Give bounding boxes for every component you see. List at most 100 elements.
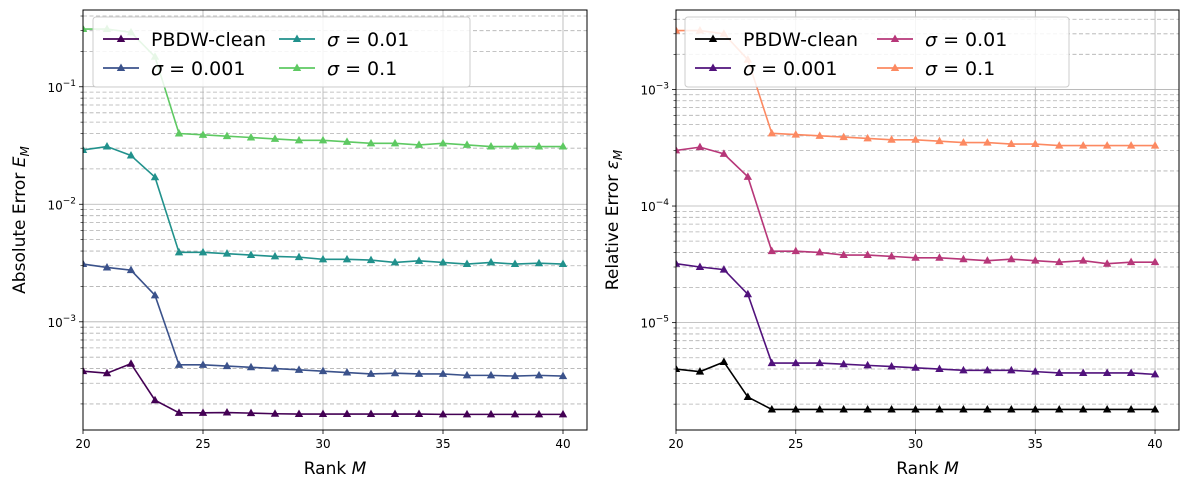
data-point <box>767 128 777 137</box>
y-axis-label: Relative Error εM <box>603 149 625 290</box>
data-point <box>102 262 112 271</box>
series-1 <box>83 259 568 380</box>
data-point <box>887 135 896 143</box>
data-point <box>174 129 184 137</box>
data-point <box>767 404 777 413</box>
data-point <box>676 145 681 154</box>
data-point <box>318 366 328 375</box>
legend-swatch-marker <box>116 34 126 42</box>
data-point <box>815 404 824 413</box>
data-point <box>1055 404 1064 413</box>
legend-label: σ = 0.001 <box>151 58 245 80</box>
data-point <box>318 254 328 263</box>
data-point <box>102 368 112 377</box>
data-point <box>366 369 376 377</box>
data-point <box>294 135 304 144</box>
data-point <box>534 370 544 379</box>
series-2 <box>83 142 568 268</box>
data-point <box>414 369 424 377</box>
data-point <box>863 360 872 369</box>
data-point <box>342 409 352 418</box>
data-point <box>246 362 256 371</box>
data-point <box>294 252 304 261</box>
data-point <box>390 138 400 147</box>
x-tick-label: 35 <box>1028 437 1043 451</box>
series-0 <box>83 359 568 418</box>
data-point <box>83 145 88 153</box>
data-point <box>486 409 496 418</box>
data-point <box>839 250 848 259</box>
data-point <box>1031 404 1040 413</box>
x-axis-label: Rank M <box>896 459 959 479</box>
legend-swatch-marker <box>292 63 302 71</box>
legend: PBDW-clean σ = 0.001 σ = 0.01 σ = 0.1 <box>684 16 1070 88</box>
data-point <box>1078 368 1088 376</box>
legend-item: PBDW-clean <box>695 29 858 51</box>
legend-item: σ = 0.1 <box>279 58 397 80</box>
data-point <box>438 369 448 377</box>
data-point <box>935 253 944 261</box>
data-point <box>791 246 800 255</box>
legend-box <box>92 16 471 88</box>
data-point <box>342 368 352 376</box>
data-point <box>390 409 400 418</box>
data-point <box>222 131 232 140</box>
data-point <box>791 404 800 413</box>
data-point <box>222 361 232 370</box>
data-point <box>486 142 496 150</box>
data-point <box>270 251 280 260</box>
data-point <box>695 262 705 271</box>
data-point <box>126 151 136 159</box>
x-tick-label: 20 <box>668 437 683 451</box>
data-point <box>676 259 681 267</box>
data-point <box>983 138 992 146</box>
data-point <box>1150 404 1160 413</box>
data-point <box>270 364 280 372</box>
data-point <box>887 251 896 260</box>
x-tick-label: 30 <box>908 437 923 451</box>
data-point <box>791 130 800 138</box>
data-point <box>102 142 112 150</box>
data-point <box>558 259 568 268</box>
data-point <box>510 259 520 268</box>
data-point <box>83 259 88 268</box>
series-0 <box>676 357 1160 413</box>
data-point <box>83 24 88 33</box>
data-point <box>462 259 472 268</box>
data-point <box>486 257 496 266</box>
legend-item: σ = 0.01 <box>877 29 1007 51</box>
data-point <box>743 289 753 298</box>
data-point <box>719 265 729 273</box>
x-tick-label: 25 <box>788 437 803 451</box>
y-tick-label: 10−4 <box>640 198 669 214</box>
axes-frame <box>675 9 1180 431</box>
legend-swatch-marker <box>116 63 126 71</box>
data-point <box>510 409 520 418</box>
data-point <box>743 172 753 180</box>
data-point <box>1102 259 1112 267</box>
data-point <box>414 256 424 264</box>
data-point <box>486 370 496 379</box>
relative-error-chart: 20 25 30 35 40 10−5 10−4 10−3 Rank M Relative Err… <box>603 9 1180 479</box>
data-point <box>1150 141 1160 149</box>
data-point <box>1126 404 1136 413</box>
y-tick-label: 10−3 <box>640 81 669 97</box>
data-point <box>1126 257 1136 266</box>
data-point <box>911 253 920 261</box>
data-point <box>438 257 448 266</box>
data-point <box>462 140 472 148</box>
legend-label: σ = 0.1 <box>925 58 995 80</box>
data-point <box>719 357 729 365</box>
y-tick-label: 10−5 <box>640 315 669 331</box>
data-point <box>1031 256 1040 264</box>
grid <box>675 10 1179 430</box>
data-point <box>366 255 376 264</box>
data-point <box>1031 139 1040 148</box>
data-point <box>863 133 872 142</box>
data-point <box>767 246 777 255</box>
data-point <box>1007 404 1016 413</box>
data-point <box>983 256 992 264</box>
data-point <box>1007 254 1016 263</box>
legend-swatch-marker <box>708 34 718 42</box>
